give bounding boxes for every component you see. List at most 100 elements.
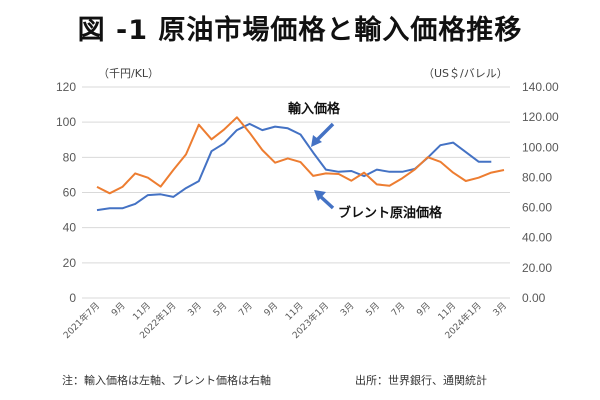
data-point [300, 161, 302, 163]
data-point [210, 138, 212, 140]
data-point [249, 132, 251, 134]
data-point [261, 129, 263, 131]
data-point [478, 177, 480, 179]
left-tick-label: 40 [63, 221, 77, 235]
footnote-axis-note: 注：輸入価格は左軸、ブレント価格は右軸 [62, 374, 271, 387]
x-tick-label: 3月 [491, 300, 509, 318]
data-point [134, 203, 136, 205]
x-tick-label: 3月 [338, 300, 356, 318]
data-point [185, 153, 187, 155]
data-point [300, 133, 302, 135]
left-tick-label: 80 [63, 150, 77, 164]
right-tick-label: 0.00 [522, 291, 546, 305]
data-point [389, 171, 391, 173]
x-tick-label: 11月 [131, 300, 153, 322]
data-point [414, 168, 416, 170]
right-tick-label: 80.00 [522, 170, 552, 184]
x-tick-label: 11月 [283, 300, 305, 322]
data-point [325, 169, 327, 171]
data-point [160, 186, 162, 188]
data-point [210, 150, 212, 152]
data-point [160, 193, 162, 195]
arrow-brent-price [314, 190, 335, 210]
data-point [198, 124, 200, 126]
data-point [109, 192, 111, 194]
data-point [185, 187, 187, 189]
data-point [147, 194, 149, 196]
series-line-import-price [96, 122, 492, 212]
data-point [198, 180, 200, 182]
left-tick-label: 60 [63, 186, 77, 200]
right-tick-label: 100.00 [522, 140, 559, 154]
annotation-import-price: 輸入価格 [288, 101, 341, 117]
data-point [223, 142, 225, 144]
data-point [439, 161, 441, 163]
data-point [427, 156, 429, 158]
chart-title: 図 -1 原油市場価格と輸入価格推移 [77, 15, 523, 46]
data-point [96, 186, 98, 188]
data-point [401, 171, 403, 173]
data-point [134, 172, 136, 174]
data-point [401, 177, 403, 179]
right-tick-label: 60.00 [522, 201, 552, 215]
data-point [338, 173, 340, 175]
data-point [338, 171, 340, 173]
data-point [96, 209, 98, 211]
data-point [452, 142, 454, 144]
data-point [325, 172, 327, 174]
data-point [274, 162, 276, 164]
annotation-brent-price: ブレント原油価格 [338, 205, 443, 221]
data-point [490, 172, 492, 174]
right-axis-ticks: 0.00 20.00 40.00 60.00 80.00 100.00 120.00 140.… [522, 80, 559, 305]
left-tick-label: 20 [63, 256, 77, 270]
data-point [312, 152, 314, 154]
data-point [223, 128, 225, 130]
left-axis-unit: （千円/KL） [98, 67, 159, 80]
right-tick-label: 20.00 [522, 261, 552, 275]
data-point [478, 161, 480, 163]
right-tick-label: 140.00 [522, 80, 559, 94]
data-point [376, 169, 378, 171]
data-point [172, 196, 174, 198]
right-tick-label: 40.00 [522, 231, 552, 245]
data-point [287, 157, 289, 159]
data-point [147, 177, 149, 179]
data-point [376, 183, 378, 185]
data-point [121, 186, 123, 188]
left-axis-ticks: 0 20 40 60 80 100 120 [56, 80, 76, 305]
data-point [274, 126, 276, 128]
x-tick-label: 7月 [237, 300, 255, 318]
data-point [236, 129, 238, 131]
data-point [236, 116, 238, 118]
data-point [389, 185, 391, 187]
x-tick-label: 2021年7月 [61, 300, 102, 341]
data-point [465, 151, 467, 153]
x-tick-label: 11月 [436, 300, 458, 322]
data-point [312, 175, 314, 177]
data-point [350, 180, 352, 182]
data-point [363, 175, 365, 177]
data-point [439, 144, 441, 146]
data-point [172, 169, 174, 171]
data-point [109, 207, 111, 209]
data-point [350, 170, 352, 172]
left-tick-label: 100 [56, 115, 76, 129]
x-tick-label: 9月 [262, 300, 280, 318]
x-tick-label: 9月 [415, 300, 433, 318]
left-tick-label: 120 [56, 80, 76, 94]
footnote-source: 出所：世界銀行、通関統計 [355, 374, 487, 387]
data-point [490, 161, 492, 163]
x-tick-label: 5月 [364, 300, 382, 318]
data-point [363, 172, 365, 174]
data-point [503, 169, 505, 171]
gridlines [82, 86, 510, 299]
x-tick-label: 9月 [109, 300, 127, 318]
data-point [287, 127, 289, 129]
right-axis-unit: （US＄/バレル） [423, 66, 508, 80]
right-tick-label: 120.00 [522, 110, 559, 124]
x-tick-label: 7月 [389, 300, 407, 318]
data-point [249, 123, 251, 125]
arrow-import-price [311, 122, 335, 147]
